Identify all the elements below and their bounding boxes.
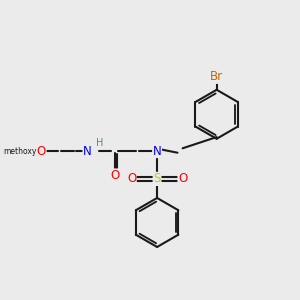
Text: N: N <box>153 145 161 158</box>
Text: N: N <box>83 145 92 158</box>
Text: methoxy: methoxy <box>2 146 39 155</box>
Text: O: O <box>110 169 119 182</box>
Text: O: O <box>127 172 136 185</box>
Text: H: H <box>96 138 103 148</box>
Text: S: S <box>153 172 161 185</box>
Text: methoxy: methoxy <box>20 150 27 151</box>
Text: O: O <box>178 172 187 185</box>
Text: methoxy: methoxy <box>4 146 37 155</box>
Text: Br: Br <box>210 70 223 83</box>
Text: O: O <box>37 145 46 158</box>
